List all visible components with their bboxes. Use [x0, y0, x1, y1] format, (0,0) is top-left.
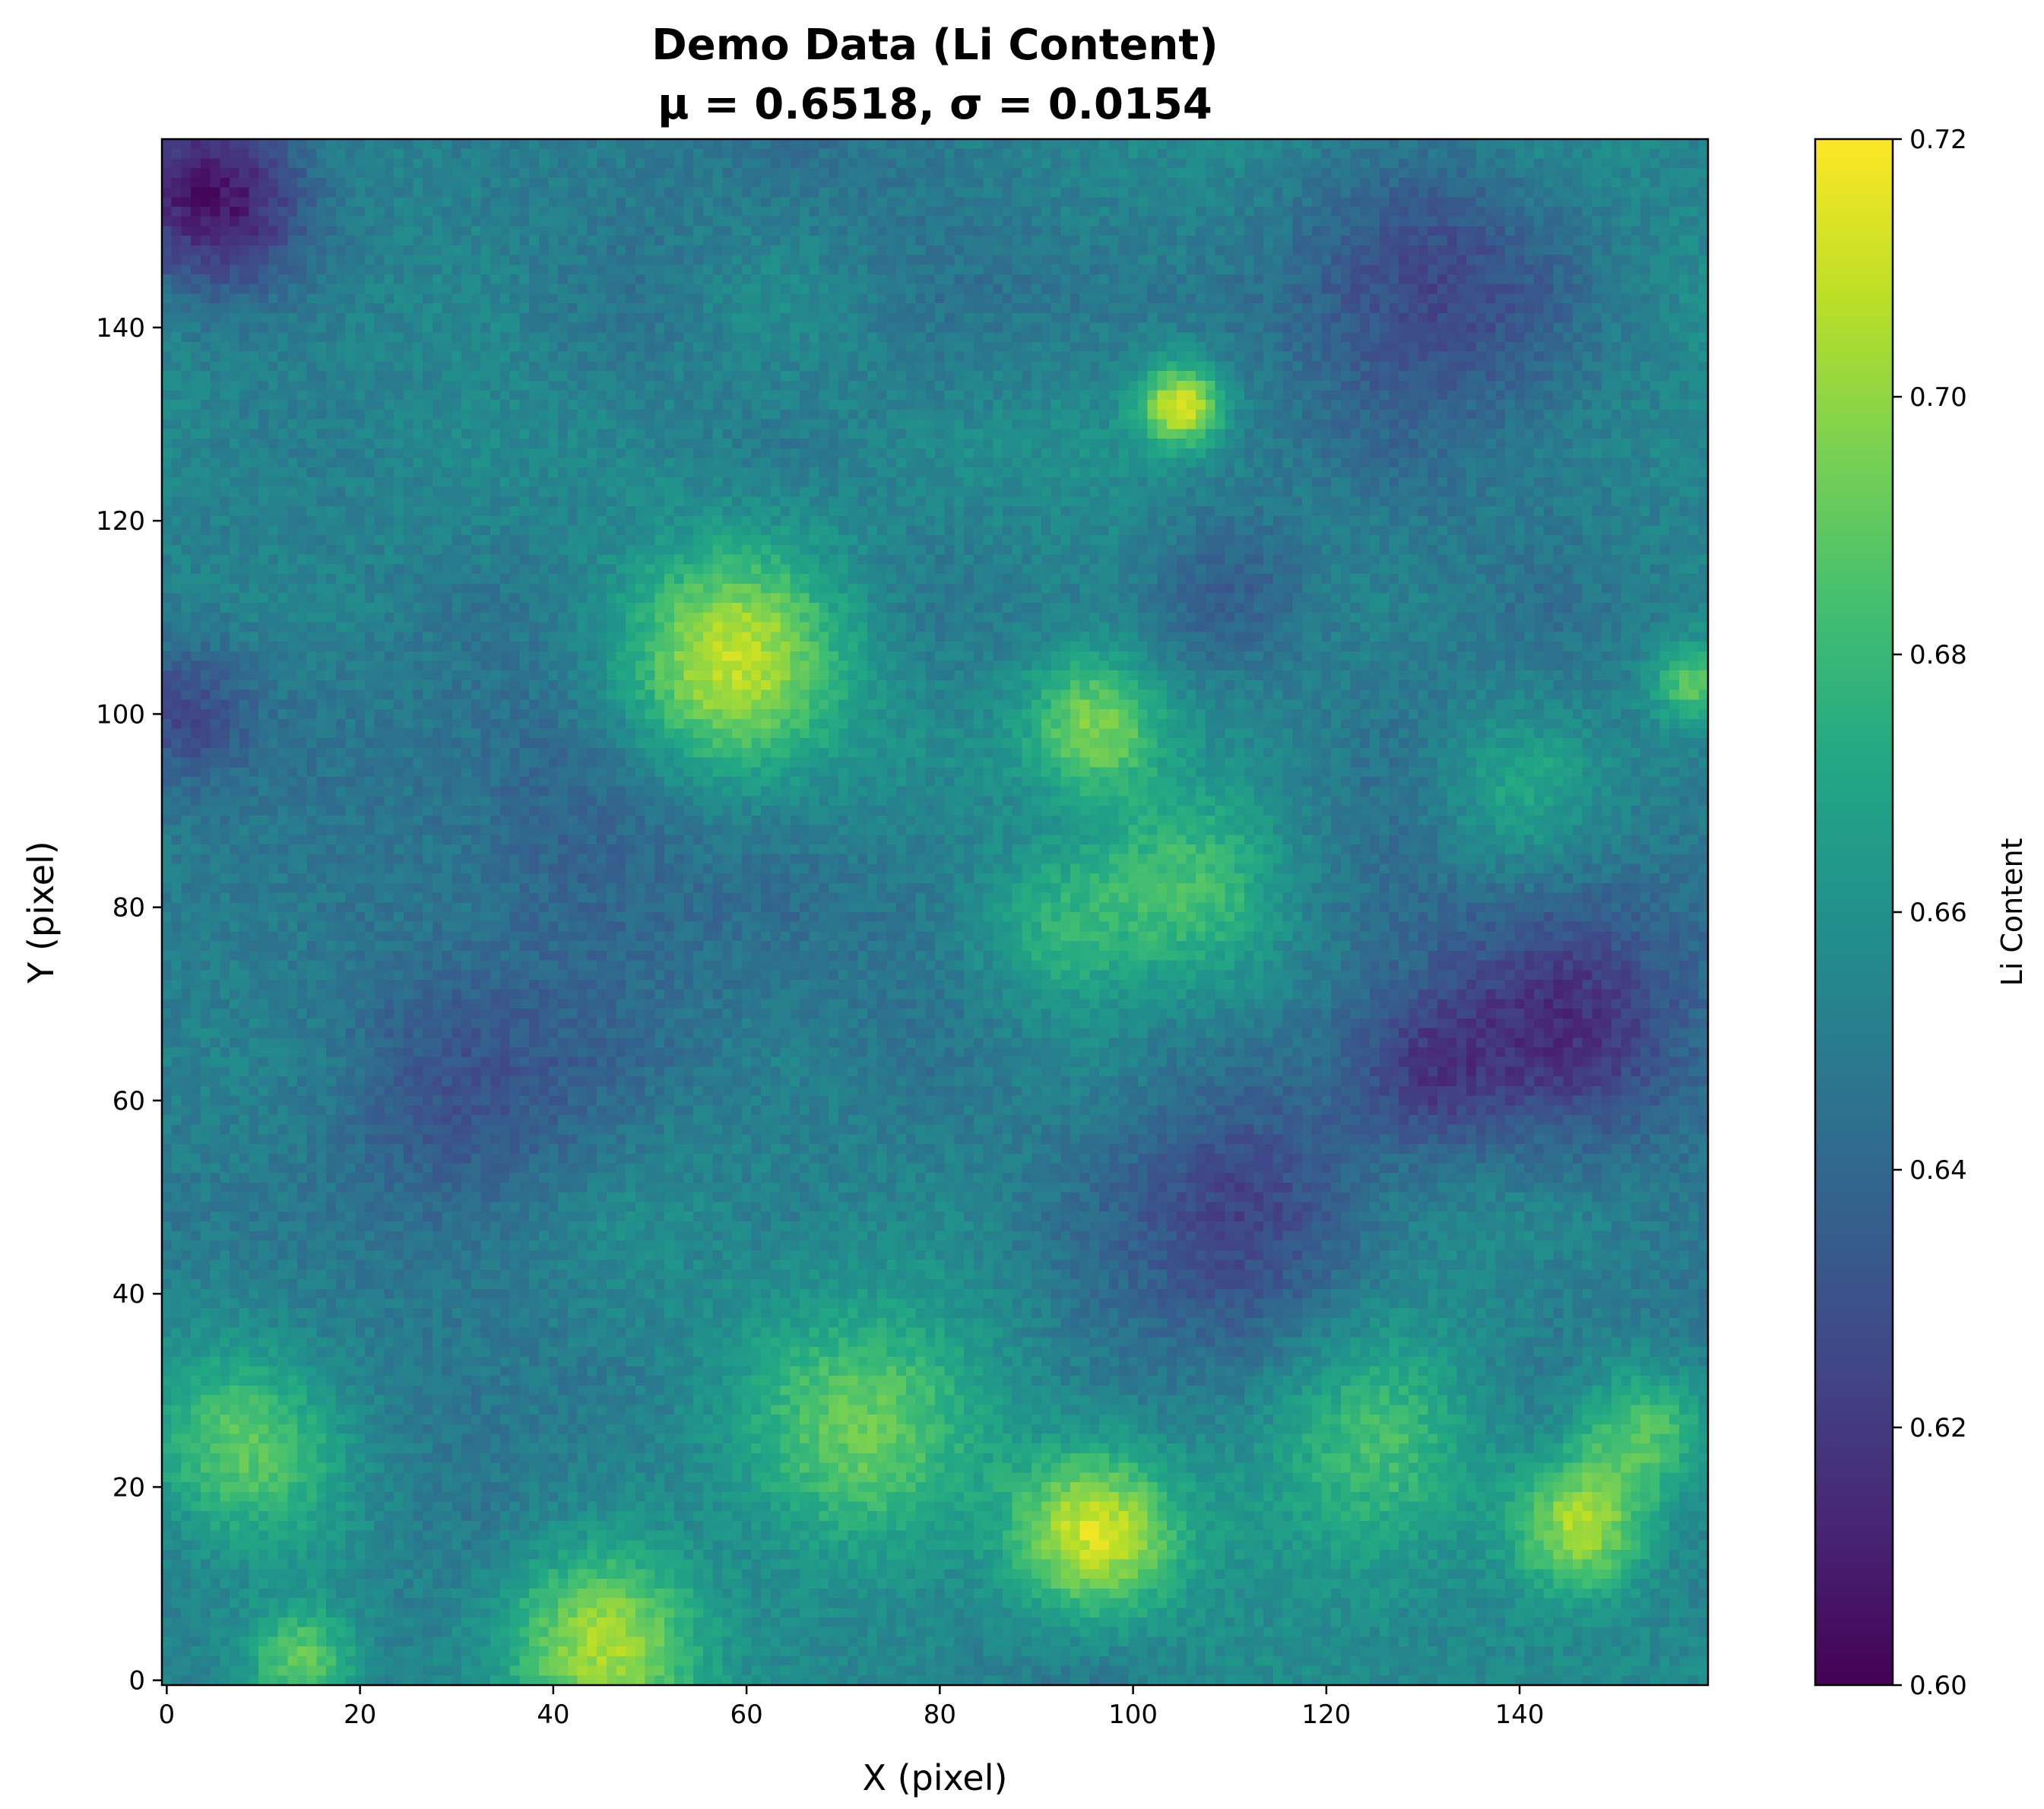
y-tick-label: 0: [128, 1666, 145, 1697]
x-tick-label: 140: [1495, 1700, 1545, 1730]
chart-title: Demo Data (Li Content): [651, 21, 1218, 70]
y-tick-label: 20: [112, 1472, 145, 1503]
y-axis-label: Y (pixel): [21, 841, 62, 984]
y-tick-label: 80: [112, 893, 145, 924]
colorbar-tick-label: 0.64: [1909, 1155, 1967, 1186]
x-tick-label: 80: [924, 1700, 956, 1730]
x-axis-label: X (pixel): [863, 1757, 1008, 1798]
x-tick-label: 0: [159, 1700, 176, 1730]
chart-subtitle: μ = 0.6518, σ = 0.0154: [658, 80, 1212, 129]
y-tick-label: 60: [112, 1086, 145, 1117]
y-axis-ticks: 0 20 40 60 80 100 120 140: [96, 313, 162, 1697]
x-tick-label: 40: [537, 1700, 569, 1730]
colorbar-ticks: 0.60 0.62 0.64 0.66 0.68 0.70 0.72: [1893, 125, 1967, 1701]
x-tick-label: 20: [344, 1700, 376, 1730]
y-tick-label: 100: [96, 699, 145, 730]
colorbar-tick-label: 0.62: [1909, 1413, 1967, 1443]
x-tick-label: 120: [1301, 1700, 1351, 1730]
colorbar-tick-label: 0.68: [1909, 640, 1967, 670]
heatmap-raster: [162, 139, 1708, 1685]
colorbar-tick-label: 0.70: [1909, 382, 1967, 413]
y-tick-label: 140: [96, 313, 145, 344]
x-tick-label: 100: [1108, 1700, 1158, 1730]
heatmap-image: [162, 139, 1708, 1685]
colorbar-tick-label: 0.66: [1909, 898, 1967, 928]
colorbar-tick-label: 0.60: [1909, 1671, 1967, 1701]
colorbar-tick-label: 0.72: [1909, 125, 1967, 155]
y-tick-label: 120: [96, 506, 145, 537]
colorbar-label: Li Content: [1995, 838, 2029, 987]
x-tick-label: 60: [730, 1700, 762, 1730]
colorbar: [1814, 138, 1894, 1687]
x-axis-ticks: 0 20 40 60 80 100 120 140: [159, 1685, 1545, 1730]
y-tick-label: 40: [112, 1279, 145, 1310]
plot-frame: [160, 138, 1710, 1687]
